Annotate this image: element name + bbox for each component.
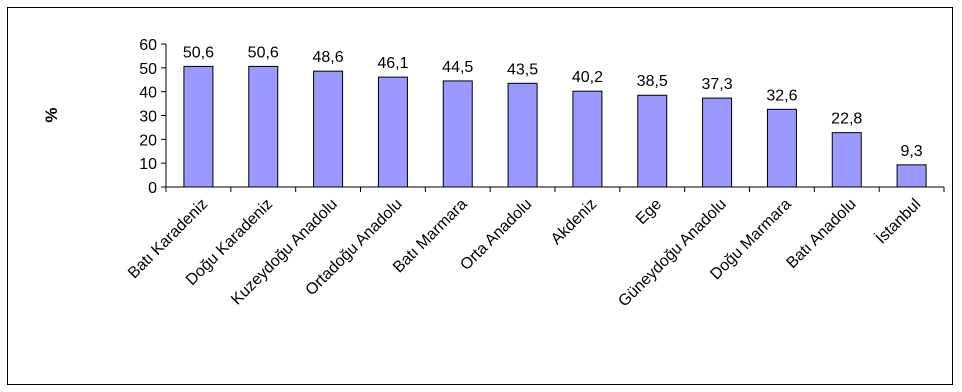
category-label: Batı Anadolu [783, 196, 859, 272]
bar [702, 97, 733, 188]
data-label: 32,6 [766, 87, 797, 104]
category-label: Kuzeydoğu Anadolu [228, 196, 341, 309]
category-label: Akdeniz [548, 196, 600, 248]
data-label: 50,6 [183, 44, 214, 61]
data-label: 43,5 [507, 61, 538, 78]
y-tick-label: 30 [139, 109, 157, 126]
data-label: 40,2 [572, 69, 603, 86]
data-label: 22,8 [831, 111, 862, 128]
y-tick-label: 20 [139, 132, 157, 149]
y-tick-label: 60 [139, 37, 157, 54]
bar [507, 82, 538, 188]
bar [766, 108, 797, 188]
data-label: 38,5 [637, 73, 668, 90]
data-label: 44,5 [442, 59, 473, 76]
y-tick-label: 40 [139, 85, 157, 102]
bar [442, 80, 473, 188]
bar [248, 65, 279, 188]
y-tick-label: 10 [139, 156, 157, 173]
category-label: Ege [633, 196, 665, 228]
data-label: 37,3 [702, 76, 733, 93]
y-axis: 0 10 20 30 40 50 60 [139, 37, 167, 197]
bar [572, 90, 603, 188]
data-label: 46,1 [377, 55, 408, 72]
data-label: 50,6 [248, 44, 279, 61]
data-label: 48,6 [313, 49, 344, 66]
y-tick-label: 50 [139, 61, 157, 78]
bar [831, 132, 862, 188]
chart-frame [7, 7, 953, 385]
bar [183, 65, 214, 188]
y-axis-title: % [42, 107, 61, 122]
data-labels: 50,6 50,6 48,6 46,1 44,5 43,5 40,2 38,5 37,3 32,6… [183, 44, 923, 159]
x-axis [165, 186, 945, 192]
y-tick-label: 0 [148, 180, 157, 197]
bars [183, 65, 927, 188]
bar [637, 94, 668, 188]
data-label: 9,3 [900, 143, 922, 160]
bar [313, 70, 344, 188]
category-label: Güneydoğu Anadolu [615, 196, 730, 311]
bar [896, 164, 927, 188]
category-label: İstanbul [871, 194, 924, 247]
bar [377, 76, 408, 188]
